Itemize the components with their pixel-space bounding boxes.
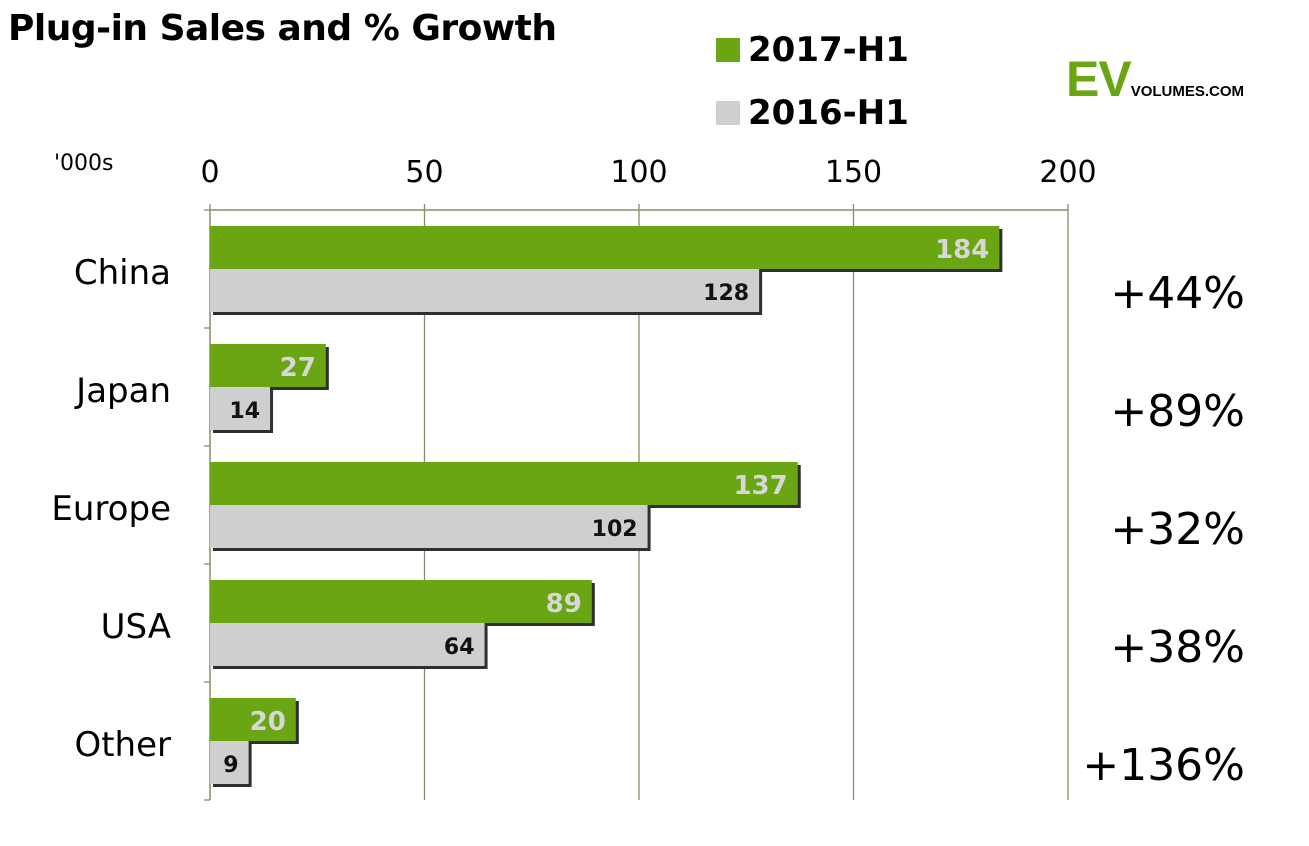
x-tick-label: 100	[610, 155, 667, 190]
ev-volumes-logo: EVVOLUMES.COM	[1066, 50, 1244, 108]
data-label: 89	[546, 589, 582, 619]
chart-title: Plug-in Sales and % Growth	[8, 8, 557, 49]
growth-label: +38%	[1110, 622, 1245, 673]
bar-2017-h1	[210, 344, 326, 387]
data-label: 184	[935, 235, 989, 265]
data-label: 14	[229, 399, 260, 424]
bar-2017-h1	[210, 462, 798, 505]
x-tick-label: 200	[1039, 155, 1096, 190]
legend-swatch-2017	[716, 38, 740, 62]
logo-ev-text: EV	[1066, 51, 1132, 107]
category-label: Japan	[74, 371, 171, 411]
data-label: 64	[444, 635, 475, 660]
legend-item-2016: 2016-H1	[716, 93, 909, 133]
category-label: USA	[101, 607, 171, 647]
axis-layer: 0 50 100 150 200	[200, 155, 1097, 801]
category-label: Other	[74, 725, 171, 765]
growth-label: +89%	[1110, 386, 1245, 437]
data-label: 9	[223, 753, 238, 778]
bar-2016-h1	[210, 623, 485, 666]
legend-item-2017: 2017-H1	[716, 30, 909, 70]
data-label: 102	[592, 517, 638, 542]
data-label: 137	[733, 471, 787, 501]
growth-label: +32%	[1110, 504, 1245, 555]
legend-swatch-2016	[716, 101, 740, 125]
category-label: China	[74, 253, 171, 293]
x-tick-label: 150	[825, 155, 882, 190]
category-label: Europe	[51, 489, 171, 529]
unit-label: '000s	[54, 151, 114, 176]
bar-2016-h1	[210, 505, 648, 548]
growth-label: +44%	[1110, 268, 1245, 319]
label-layer: China 184 128 +44% Japan 27 14 +89% Europe 137 102…	[51, 235, 1245, 791]
bar-2017-h1	[210, 698, 296, 741]
legend-label-2016: 2016-H1	[748, 93, 909, 133]
growth-label: +136%	[1082, 740, 1245, 791]
legend-label-2017: 2017-H1	[748, 30, 909, 70]
x-tick-label: 50	[405, 155, 443, 190]
bar-2017-h1	[210, 580, 592, 623]
bar-2016-h1	[210, 387, 271, 430]
bar-2016-h1	[210, 741, 249, 784]
logo-volumes-text: VOLUMES.COM	[1130, 83, 1245, 100]
data-label: 27	[280, 353, 316, 383]
bar-2016-h1	[210, 269, 760, 312]
bar-layer	[210, 226, 1003, 787]
bar-2017-h1	[210, 226, 1000, 269]
x-tick-label: 0	[200, 155, 219, 190]
data-label: 128	[703, 281, 749, 306]
data-label: 20	[250, 707, 286, 737]
